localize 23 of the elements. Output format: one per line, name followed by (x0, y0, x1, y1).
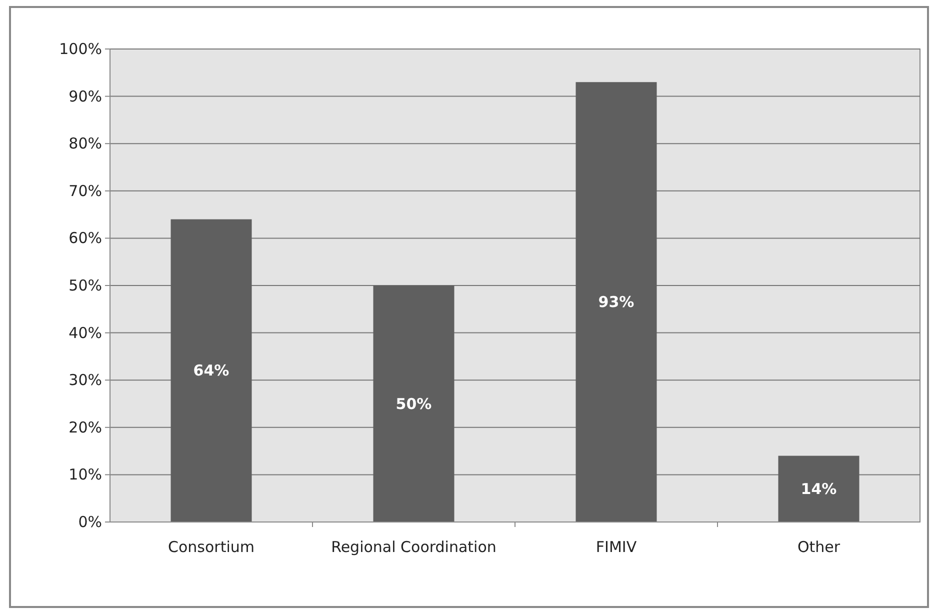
x-tick-label: Regional Coordination (331, 538, 496, 556)
y-tick-label: 30% (68, 371, 102, 390)
bar (170, 219, 252, 522)
data-label: 93% (598, 293, 634, 312)
bar (576, 82, 657, 522)
x-tick-label: Other (797, 538, 841, 556)
y-tick-label: 20% (68, 418, 102, 436)
data-label: 50% (396, 394, 432, 413)
y-tick-label: 40% (68, 324, 102, 342)
data-label: 64% (193, 362, 230, 380)
x-tick-label: Consortium (168, 538, 254, 556)
y-tick-label: 100% (59, 40, 102, 58)
bar (778, 456, 860, 522)
y-tick-label: 60% (68, 229, 102, 248)
y-tick-label: 70% (68, 182, 102, 200)
y-tick-label: 90% (68, 87, 102, 106)
y-tick-label: 50% (68, 276, 102, 294)
data-label: 14% (800, 480, 837, 498)
bar (373, 286, 454, 522)
y-tick-label: 0% (78, 513, 102, 531)
x-tick-label: FIMIV (596, 538, 638, 556)
y-tick-label: 10% (68, 466, 102, 484)
y-tick-label: 80% (68, 134, 102, 153)
